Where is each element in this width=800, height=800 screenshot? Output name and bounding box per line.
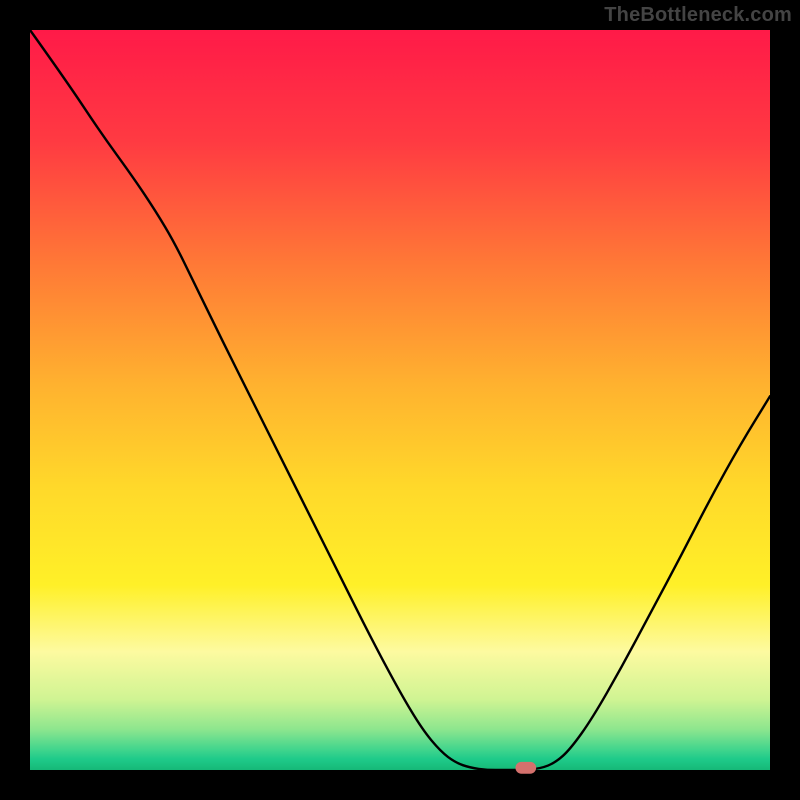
plot-gradient-background: [30, 30, 770, 770]
chart-root: TheBottleneck.com: [0, 0, 800, 800]
bottleneck-curve-chart: [0, 0, 800, 800]
optimum-marker: [515, 762, 536, 774]
plot-area: [30, 30, 770, 774]
watermark-text: TheBottleneck.com: [604, 4, 792, 27]
